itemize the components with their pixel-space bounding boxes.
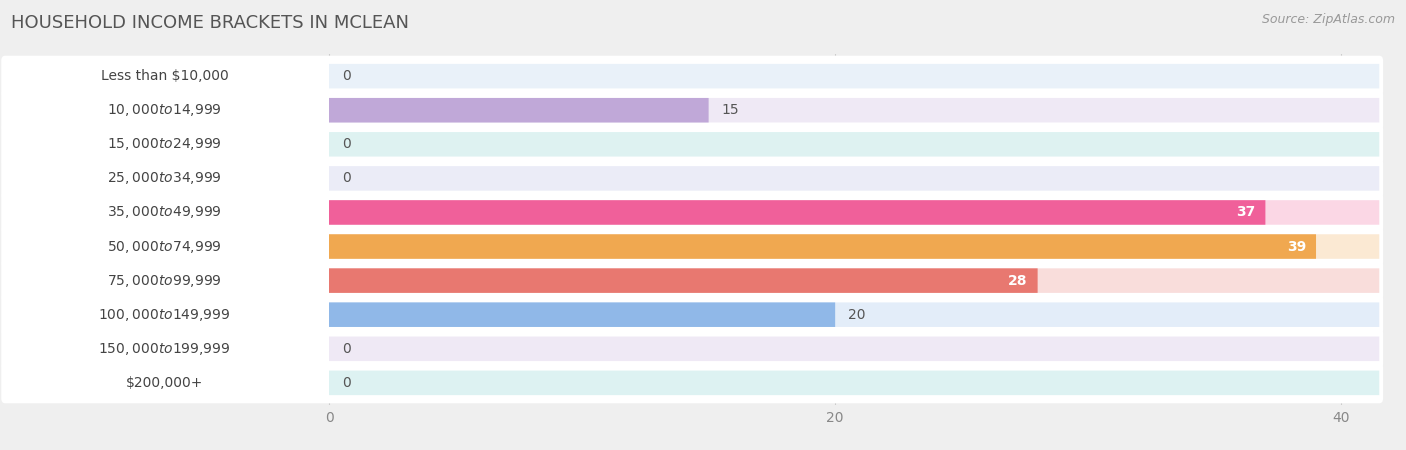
FancyBboxPatch shape <box>1 260 1384 301</box>
Text: 0: 0 <box>342 376 350 390</box>
FancyBboxPatch shape <box>329 234 1316 259</box>
Text: $200,000+: $200,000+ <box>125 376 204 390</box>
Text: 0: 0 <box>342 69 350 83</box>
FancyBboxPatch shape <box>1 328 1384 369</box>
FancyBboxPatch shape <box>1 158 1384 199</box>
Text: 37: 37 <box>1236 206 1256 220</box>
Text: $100,000 to $149,999: $100,000 to $149,999 <box>98 307 231 323</box>
Text: 15: 15 <box>721 103 740 117</box>
FancyBboxPatch shape <box>13 98 311 122</box>
FancyBboxPatch shape <box>13 200 311 225</box>
Text: $15,000 to $24,999: $15,000 to $24,999 <box>107 136 222 152</box>
FancyBboxPatch shape <box>1 362 1384 403</box>
FancyBboxPatch shape <box>329 302 835 327</box>
FancyBboxPatch shape <box>329 98 1379 122</box>
Text: 0: 0 <box>342 171 350 185</box>
FancyBboxPatch shape <box>13 337 311 361</box>
FancyBboxPatch shape <box>329 200 1265 225</box>
FancyBboxPatch shape <box>1 192 1384 233</box>
Text: 39: 39 <box>1286 239 1306 253</box>
FancyBboxPatch shape <box>13 64 311 88</box>
FancyBboxPatch shape <box>13 302 311 327</box>
FancyBboxPatch shape <box>13 234 311 259</box>
FancyBboxPatch shape <box>329 268 1379 293</box>
Text: 20: 20 <box>848 308 865 322</box>
FancyBboxPatch shape <box>1 226 1384 267</box>
Text: $10,000 to $14,999: $10,000 to $14,999 <box>107 102 222 118</box>
Text: $35,000 to $49,999: $35,000 to $49,999 <box>107 204 222 220</box>
Text: Less than $10,000: Less than $10,000 <box>101 69 228 83</box>
FancyBboxPatch shape <box>329 166 1379 191</box>
Text: $75,000 to $99,999: $75,000 to $99,999 <box>107 273 222 288</box>
Text: 0: 0 <box>342 342 350 356</box>
FancyBboxPatch shape <box>13 166 311 191</box>
FancyBboxPatch shape <box>329 337 1379 361</box>
FancyBboxPatch shape <box>1 294 1384 335</box>
FancyBboxPatch shape <box>329 302 1379 327</box>
FancyBboxPatch shape <box>329 98 709 122</box>
Text: $50,000 to $74,999: $50,000 to $74,999 <box>107 238 222 255</box>
FancyBboxPatch shape <box>1 56 1384 97</box>
Text: $25,000 to $34,999: $25,000 to $34,999 <box>107 171 222 186</box>
FancyBboxPatch shape <box>329 200 1379 225</box>
FancyBboxPatch shape <box>329 132 1379 157</box>
FancyBboxPatch shape <box>329 268 1038 293</box>
FancyBboxPatch shape <box>329 371 1379 395</box>
Text: HOUSEHOLD INCOME BRACKETS IN MCLEAN: HOUSEHOLD INCOME BRACKETS IN MCLEAN <box>11 14 409 32</box>
FancyBboxPatch shape <box>1 90 1384 130</box>
Text: $150,000 to $199,999: $150,000 to $199,999 <box>98 341 231 357</box>
Text: 0: 0 <box>342 137 350 151</box>
Text: 28: 28 <box>1008 274 1028 288</box>
FancyBboxPatch shape <box>1 124 1384 165</box>
FancyBboxPatch shape <box>329 234 1379 259</box>
Text: Source: ZipAtlas.com: Source: ZipAtlas.com <box>1261 14 1395 27</box>
FancyBboxPatch shape <box>13 268 311 293</box>
FancyBboxPatch shape <box>329 64 1379 88</box>
FancyBboxPatch shape <box>13 132 311 157</box>
FancyBboxPatch shape <box>13 371 311 395</box>
